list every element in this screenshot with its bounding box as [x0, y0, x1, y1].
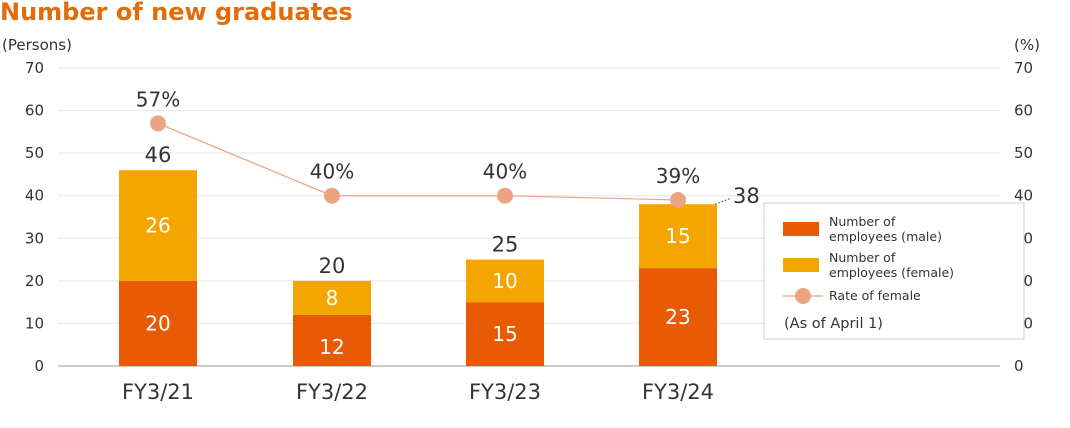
bars: 20 26 46 FY3/21 12 8 20 FY3/22 15 10 25 FY3/23 23 15 3… — [119, 143, 760, 404]
legend: Number of employees (male) Number of emp… — [763, 202, 1025, 340]
y-tick-left: 10 — [25, 314, 44, 332]
y-tick-left: 60 — [25, 102, 44, 120]
legend-male-label-line2: employees (male) — [829, 229, 942, 244]
y-tick-left: 40 — [25, 187, 44, 205]
rate-value-label: 40% — [483, 160, 527, 184]
bar-male — [119, 280, 197, 366]
rate-value-label: 57% — [136, 87, 180, 111]
legend-rate-label: Rate of female — [829, 288, 921, 303]
female-value-label: 10 — [492, 269, 517, 293]
total-value-label: 25 — [492, 233, 519, 257]
legend-female-label-line1: Number of — [829, 250, 896, 265]
y-tick-left: 50 — [25, 144, 44, 162]
rate-point — [150, 115, 166, 132]
legend-female-swatch — [783, 258, 819, 272]
bar-female — [466, 259, 544, 303]
rate-line: 57% 40% 40% 39% — [136, 87, 700, 208]
left-axis-unit: (Persons) — [2, 36, 72, 54]
chart-title: Number of new graduates — [0, 0, 353, 26]
as-of-note: (As of April 1) — [784, 316, 883, 332]
male-value-label: 12 — [319, 335, 344, 359]
rate-value-label: 39% — [656, 164, 700, 188]
bar-female — [293, 280, 371, 315]
y-tick-right: 0 — [1014, 357, 1024, 375]
male-value-label: 20 — [145, 311, 170, 335]
total-value-label: 38 — [733, 184, 760, 208]
y-tick-left: 0 — [34, 357, 44, 375]
female-value-label: 8 — [326, 286, 339, 310]
total-leader-line — [714, 197, 732, 205]
total-value-label: 20 — [319, 254, 346, 278]
y-tick-right: 50 — [1014, 144, 1033, 162]
female-value-label: 15 — [665, 224, 690, 248]
male-value-label: 23 — [665, 305, 690, 329]
bar-female — [119, 170, 197, 281]
legend-male-swatch — [783, 222, 819, 236]
y-tick-left: 30 — [25, 229, 44, 247]
female-value-label: 26 — [145, 214, 170, 238]
bar-male — [639, 268, 717, 366]
category-label: FY3/22 — [296, 380, 368, 404]
y-tick-right: 60 — [1014, 102, 1033, 120]
bar-male — [293, 314, 371, 366]
category-label: FY3/24 — [642, 380, 714, 404]
rate-polyline — [157, 122, 679, 201]
category-label: FY3/23 — [469, 380, 541, 404]
legend-male-label-line1: Number of — [829, 214, 896, 229]
rate-point — [670, 191, 686, 208]
rate-point — [324, 187, 340, 204]
rate-point — [497, 187, 513, 204]
right-axis-unit: (%) — [1014, 36, 1040, 54]
bar-male — [466, 302, 544, 366]
legend-female-label-line2: employees (female) — [829, 265, 954, 280]
y-tick-right: 70 — [1014, 59, 1033, 77]
total-value-label: 46 — [145, 143, 172, 167]
y-tick-left: 20 — [25, 272, 44, 290]
rate-value-label: 40% — [310, 160, 354, 184]
y-tick-right: 40 — [1014, 187, 1033, 205]
male-value-label: 15 — [492, 322, 517, 346]
category-label: FY3/21 — [122, 380, 194, 404]
y-tick-left: 70 — [25, 59, 44, 77]
legend-rate-marker — [795, 288, 811, 304]
bar-female — [639, 204, 717, 269]
